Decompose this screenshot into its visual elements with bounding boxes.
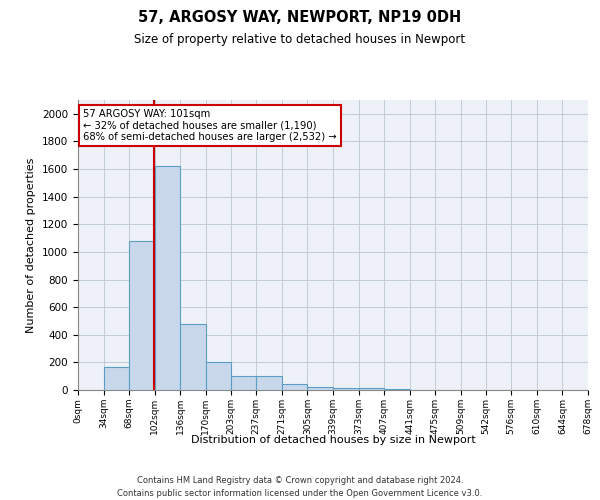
Bar	[129, 241, 155, 390]
Bar	[104, 367, 129, 390]
Bar	[333, 388, 359, 390]
Y-axis label: Number of detached properties: Number of detached properties	[26, 158, 37, 332]
Bar	[230, 376, 256, 390]
Bar	[282, 384, 307, 390]
Text: Contains public sector information licensed under the Open Government Licence v3: Contains public sector information licen…	[118, 488, 482, 498]
Text: Contains HM Land Registry data © Crown copyright and database right 2024.: Contains HM Land Registry data © Crown c…	[137, 476, 463, 485]
Bar	[181, 324, 206, 390]
Bar	[155, 166, 181, 390]
Bar	[307, 386, 333, 390]
Text: 57, ARGOSY WAY, NEWPORT, NP19 0DH: 57, ARGOSY WAY, NEWPORT, NP19 0DH	[139, 10, 461, 25]
Text: Size of property relative to detached houses in Newport: Size of property relative to detached ho…	[134, 32, 466, 46]
Bar	[256, 376, 282, 390]
Bar	[206, 362, 230, 390]
Text: Distribution of detached houses by size in Newport: Distribution of detached houses by size …	[191, 435, 475, 445]
Bar	[359, 388, 384, 390]
Text: 57 ARGOSY WAY: 101sqm
← 32% of detached houses are smaller (1,190)
68% of semi-d: 57 ARGOSY WAY: 101sqm ← 32% of detached …	[83, 108, 337, 142]
